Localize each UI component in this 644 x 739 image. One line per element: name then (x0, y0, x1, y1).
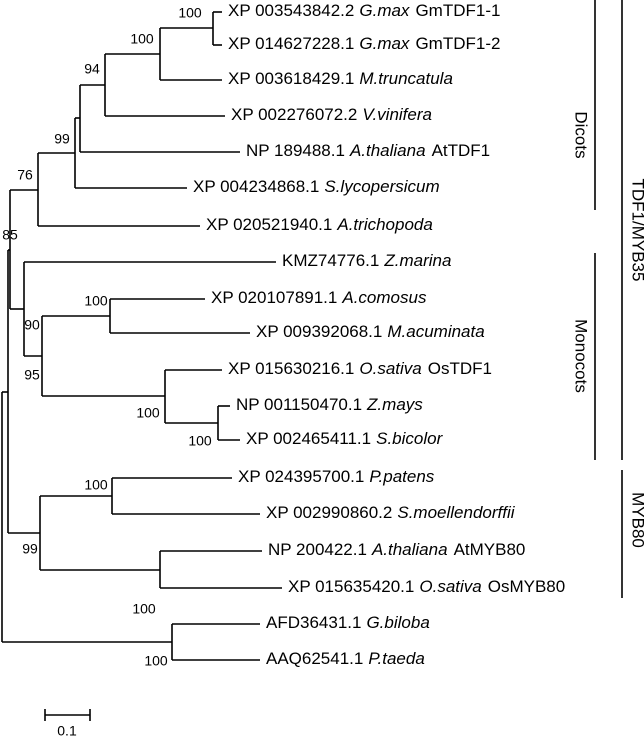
leaf-label: XP 020107891.1 A.comosus (211, 288, 427, 307)
species: A.trichopoda (336, 215, 432, 234)
leaf-label: XP 004234868.1 S.lycopersicum (193, 177, 440, 196)
bootstrap: 100 (132, 601, 156, 617)
leaf-label: XP 015635420.1 O.sativa OsMYB80 (288, 577, 565, 596)
accession: XP 002990860.2 (266, 503, 392, 522)
bootstrap: 100 (188, 433, 212, 449)
accession: XP 020107891.1 (211, 288, 337, 307)
accession: AAQ62541.1 (266, 649, 363, 668)
gene: AtMYB80 (454, 540, 526, 559)
accession: XP 003543842.2 (228, 1, 354, 20)
bootstrap: 100 (84, 477, 108, 493)
accession: KMZ74776.1 (282, 251, 379, 270)
species: P.taeda (368, 649, 424, 668)
leaf-label: AAQ62541.1 P.taeda (266, 649, 425, 668)
species: V.vinifera (362, 105, 432, 124)
leaf-label: XP 020521940.1 A.trichopoda (206, 215, 433, 234)
leaf-label: XP 014627228.1 G.max GmTDF1-2 (228, 34, 500, 53)
accession: AFD36431.1 (266, 613, 361, 632)
gene: GmTDF1-1 (415, 1, 500, 20)
bootstrap: 100 (130, 31, 154, 47)
leaf-label: NP 001150470.1 Z.mays (236, 395, 423, 414)
gene: OsMYB80 (488, 577, 565, 596)
accession: XP 009392068.1 (256, 322, 382, 341)
bootstrap: 99 (54, 131, 70, 147)
clade-label: Dicots (572, 111, 591, 158)
species: A.thaliana (349, 141, 426, 160)
gene: AtTDF1 (432, 141, 491, 160)
accession: NP 200422.1 (268, 540, 367, 559)
bootstrap: 76 (17, 167, 33, 183)
species: P.patens (369, 467, 434, 486)
gene: GmTDF1-2 (415, 34, 500, 53)
leaf-label: XP 002990860.2 S.moellendorffii (266, 503, 516, 522)
accession: XP 015635420.1 (288, 577, 414, 596)
species: S.moellendorffii (397, 503, 515, 522)
leaf-label: KMZ74776.1 Z.marina (282, 251, 451, 270)
bootstrap: 95 (24, 367, 40, 383)
accession: NP 001150470.1 (236, 395, 362, 414)
species: S.bicolor (376, 429, 443, 448)
accession: XP 004234868.1 (193, 177, 319, 196)
leaf-label: NP 189488.1 A.thaliana AtTDF1 (246, 141, 490, 160)
accession: NP 189488.1 (246, 141, 345, 160)
bootstrap: 100 (178, 5, 202, 21)
leaf-label: XP 024395700.1 P.patens (238, 467, 435, 486)
leaf-label: XP 003543842.2 G.max GmTDF1-1 (228, 1, 500, 20)
scale-label: 0.1 (57, 723, 77, 739)
gene: OsTDF1 (428, 359, 492, 378)
leaf-label: XP 002465411.1 S.bicolor (246, 429, 444, 448)
leaf-label: XP 002276072.2 V.vinifera (231, 105, 432, 124)
bootstrap: 85 (2, 227, 18, 243)
leaf-label: XP 003618429.1 M.truncatula (228, 69, 453, 88)
species: O.sativa (419, 577, 481, 596)
species: M.acuminata (387, 322, 484, 341)
bootstrap: 100 (136, 405, 160, 421)
accession: XP 024395700.1 (238, 467, 364, 486)
species: G.max (359, 34, 410, 53)
bootstrap: 100 (84, 293, 108, 309)
clade-label: TDF1/MYB35 (629, 179, 644, 282)
accession: XP 002465411.1 (246, 429, 371, 448)
accession: XP 020521940.1 (206, 215, 332, 234)
accession: XP 015630216.1 (228, 359, 354, 378)
species: G.biloba (366, 613, 429, 632)
leaf-label: NP 200422.1 A.thaliana AtMYB80 (268, 540, 525, 559)
bootstrap: 94 (84, 61, 100, 77)
leaf-label: AFD36431.1 G.biloba (266, 613, 430, 632)
bootstrap: 90 (24, 317, 40, 333)
accession: XP 014627228.1 (228, 34, 354, 53)
leaf-label: XP 015630216.1 O.sativa OsTDF1 (228, 359, 492, 378)
species: Z.mays (366, 395, 423, 414)
clade-label: MYB80 (629, 492, 644, 548)
bootstrap: 100 (144, 653, 168, 669)
clade-label: Monocots (572, 319, 591, 393)
accession: XP 003618429.1 (228, 69, 354, 88)
species: A.comosus (341, 288, 427, 307)
species: S.lycopersicum (324, 177, 439, 196)
species: O.sativa (359, 359, 421, 378)
bootstrap: 99 (22, 541, 38, 557)
accession: XP 002276072.2 (231, 105, 357, 124)
species: G.max (359, 1, 410, 20)
species: A.thaliana (371, 540, 448, 559)
species: M.truncatula (359, 69, 453, 88)
leaf-label: XP 009392068.1 M.acuminata (256, 322, 485, 341)
species: Z.marina (383, 251, 451, 270)
